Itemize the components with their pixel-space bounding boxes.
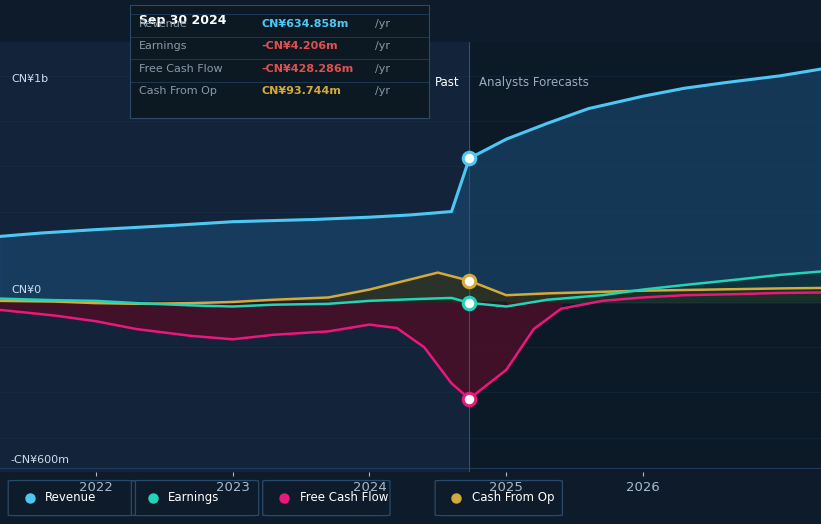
Text: /yr: /yr [375, 64, 391, 74]
Bar [0, 42, 470, 472]
Text: Sep 30 2024: Sep 30 2024 [139, 14, 227, 27]
Text: Cash From Op: Cash From Op [139, 86, 217, 96]
Text: Cash From Op: Cash From Op [472, 492, 554, 504]
Text: Earnings: Earnings [168, 492, 220, 504]
Text: Past: Past [435, 77, 460, 89]
Text: Revenue: Revenue [45, 492, 97, 504]
Text: CN¥1b: CN¥1b [11, 74, 48, 84]
Text: Free Cash Flow: Free Cash Flow [139, 64, 222, 74]
Text: -CN¥600m: -CN¥600m [11, 455, 70, 465]
Text: Free Cash Flow: Free Cash Flow [300, 492, 388, 504]
Text: -CN¥4.206m: -CN¥4.206m [262, 41, 338, 51]
Text: -CN¥428.286m: -CN¥428.286m [262, 64, 354, 74]
Text: CN¥0: CN¥0 [11, 285, 41, 295]
Text: /yr: /yr [375, 19, 391, 29]
Text: Revenue: Revenue [139, 19, 187, 29]
Text: /yr: /yr [375, 41, 391, 51]
Text: CN¥93.744m: CN¥93.744m [262, 86, 342, 96]
Text: Earnings: Earnings [139, 41, 187, 51]
Bar [470, 42, 821, 472]
Text: /yr: /yr [375, 86, 391, 96]
Text: Analysts Forecasts: Analysts Forecasts [479, 77, 589, 89]
Text: CN¥634.858m: CN¥634.858m [262, 19, 349, 29]
